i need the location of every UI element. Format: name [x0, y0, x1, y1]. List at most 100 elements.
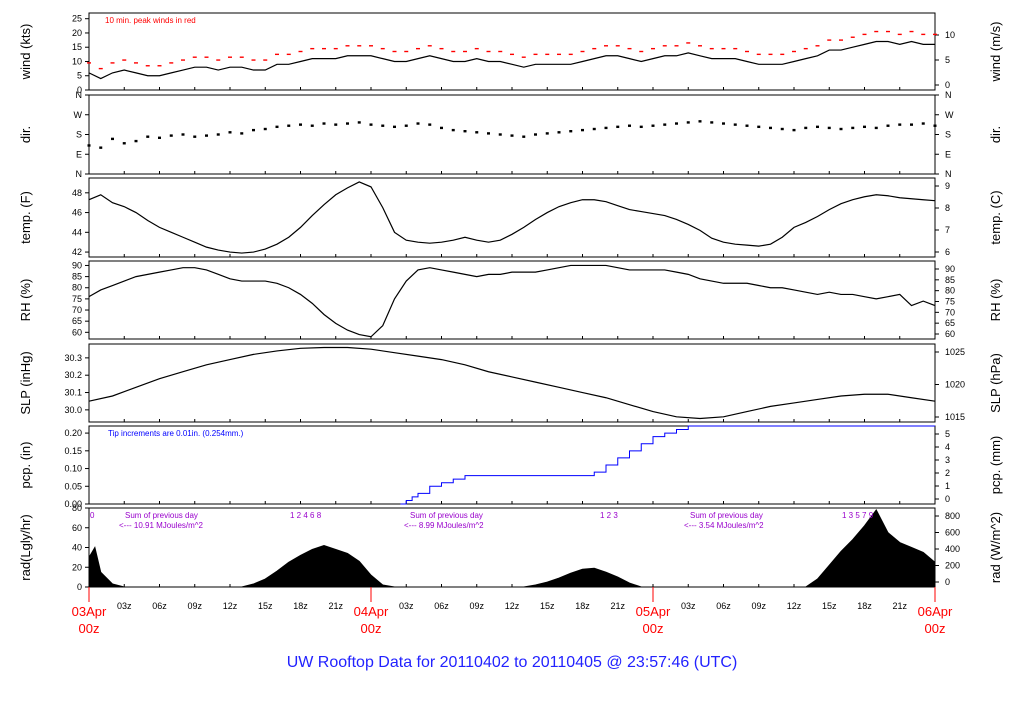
direction-point: [440, 126, 443, 130]
left-axis-label: rad(Lgly/hr): [18, 514, 33, 580]
right-axis-label: wind (m/s): [988, 22, 1003, 83]
direction-point: [99, 146, 103, 149]
x-hour-label: 06z: [152, 601, 167, 611]
left-tick-label: N: [76, 90, 83, 100]
x-hour-label: 09z: [469, 601, 484, 611]
right-tick-label: 1: [945, 481, 950, 491]
direction-point: [369, 123, 373, 126]
direction-point: [569, 130, 573, 133]
left-tick-label: 70: [72, 305, 82, 315]
left-tick-label: 0: [77, 582, 82, 592]
left-tick-label: 42: [72, 247, 82, 257]
direction-point: [381, 124, 385, 127]
left-tick-label: 0: [77, 85, 82, 95]
right-tick-label: 60: [945, 329, 955, 339]
x-hour-label: 12z: [223, 601, 238, 611]
direction-point: [487, 132, 490, 135]
x-hour-label: 18z: [293, 601, 308, 611]
left-axis-label: temp. (F): [18, 191, 33, 244]
right-tick-label: 0: [945, 577, 950, 587]
left-tick-label: 80: [72, 283, 82, 293]
x-axis: 03z 06z 09z 12z 15z 18z 21z 03z 06z 09z 12z 15z 18z 2…: [72, 587, 953, 636]
right-tick-label: N: [945, 169, 952, 179]
direction-point: [733, 123, 737, 126]
radiation-sum-value: <--- 10.91 MJoules/m^2: [119, 521, 204, 530]
direction-point: [933, 124, 937, 127]
direction-point: [216, 133, 220, 136]
direction-point: [346, 122, 349, 125]
right-tick-label: 75: [945, 297, 955, 307]
right-tick-label: 90: [945, 264, 955, 274]
direction-point: [111, 137, 114, 141]
x-hour-label: 15z: [822, 601, 837, 611]
direction-point: [604, 126, 608, 130]
day-hour-label: 00z: [79, 621, 100, 636]
direction-point: [921, 122, 925, 125]
panel-frame: [88, 507, 936, 588]
left-tick-label: 75: [72, 294, 82, 304]
radiation-sum-label: Sum of previous day: [690, 511, 763, 520]
direction-point: [769, 126, 772, 130]
direction-point: [287, 124, 291, 127]
left-tick-label: 40: [72, 543, 82, 553]
direction-point: [534, 133, 537, 136]
direction-point: [663, 123, 667, 126]
right-tick-label: 85: [945, 275, 955, 285]
direction-point: [404, 124, 408, 127]
right-tick-label: 800: [945, 511, 960, 521]
direction-point: [193, 135, 197, 138]
series-line: [88, 264, 936, 338]
right-tick-label: 4: [945, 442, 950, 452]
x-hour-label: 03z: [399, 601, 414, 611]
right-tick-label: 1025: [945, 347, 965, 357]
right-tick-label: 400: [945, 544, 960, 554]
direction-point: [651, 124, 655, 127]
right-axis-label: temp. (C): [988, 190, 1003, 244]
radiation-hours: 1 2 3: [600, 511, 618, 520]
right-tick-label: 0: [945, 80, 950, 90]
direction-point: [169, 134, 173, 137]
right-tick-label: N: [945, 90, 952, 100]
direction-point: [451, 128, 455, 132]
direction-point: [146, 135, 150, 138]
direction-point: [745, 124, 749, 127]
left-tick-label: 25: [72, 14, 82, 24]
left-tick-label: 44: [72, 227, 82, 237]
radiation-hours: 1 2 4 6 8: [290, 511, 322, 520]
direction-point: [710, 121, 714, 124]
day-date-label: 03Apr: [72, 604, 107, 619]
panel-frame: [88, 12, 936, 91]
panel-annotation: Tip increments are 0.01in. (0.254mm.): [108, 429, 244, 438]
right-tick-label: 2: [945, 468, 950, 478]
left-tick-label: 30.1: [64, 388, 82, 398]
x-hour-label: 09z: [751, 601, 766, 611]
direction-point: [886, 124, 890, 127]
right-tick-label: 0: [945, 494, 950, 504]
panel-temperature: 42 44 46 48 6 7 8 9 temp. (F) temp. (C): [18, 177, 1003, 258]
day-hour-label: 00z: [643, 621, 664, 636]
panel-frame: [88, 177, 936, 258]
left-tick-label: 5: [77, 71, 82, 81]
x-hour-label: 15z: [258, 601, 273, 611]
left-tick-label: 60: [72, 327, 82, 337]
right-tick-label: E: [945, 149, 951, 159]
direction-point: [675, 122, 678, 125]
direction-point: [252, 128, 255, 132]
direction-point: [463, 130, 467, 133]
right-tick-label: 3: [945, 455, 950, 465]
x-hour-label: 21z: [328, 601, 343, 611]
direction-point: [263, 127, 267, 131]
left-axis-label: SLP (inHg): [18, 351, 33, 414]
right-axis-label: pcp. (mm): [988, 436, 1003, 495]
left-tick-label: 46: [72, 208, 82, 218]
left-tick-label: 30.3: [64, 353, 82, 363]
series-line: [88, 346, 936, 420]
direction-point: [522, 135, 526, 138]
direction-point: [475, 131, 479, 134]
day-date-label: 06Apr: [918, 604, 953, 619]
right-tick-label: S: [945, 130, 951, 140]
footer-title: UW Rooftop Data for 20110402 to 20110405…: [287, 654, 738, 671]
direction-point: [498, 133, 502, 136]
x-hour-label: 18z: [857, 601, 872, 611]
